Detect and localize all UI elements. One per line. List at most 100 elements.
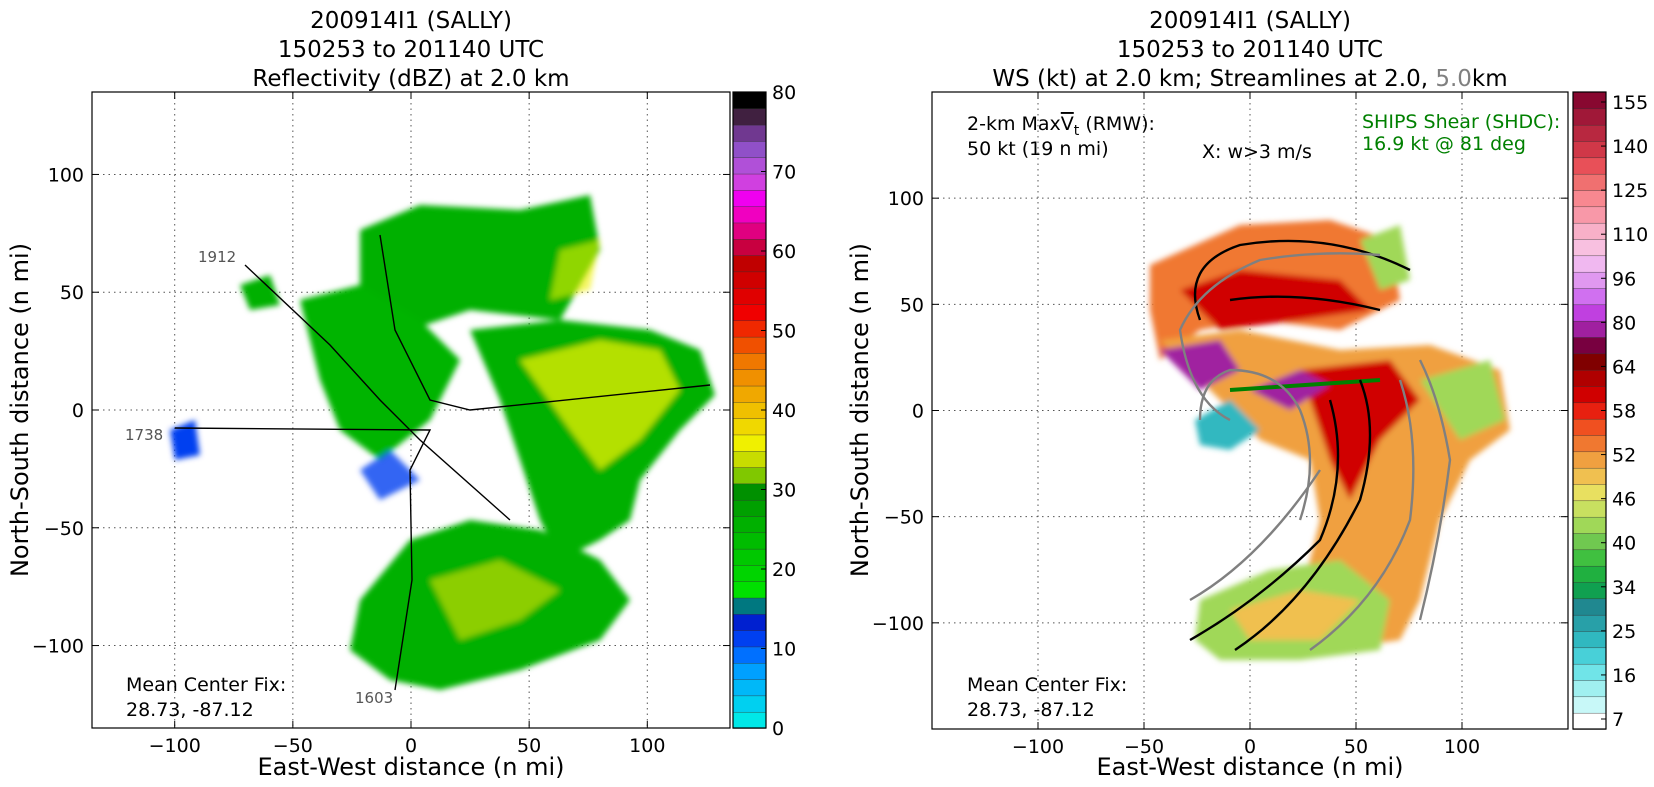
left-xtick-label: 0	[405, 735, 417, 757]
right-colorbar-segment	[1572, 206, 1607, 224]
maxvt-label-sub: t	[1074, 123, 1080, 139]
right-colorbar-segment	[1572, 320, 1607, 338]
right-ticks: −100 −50 0 50 100 −100 −50 0 50 100	[872, 92, 1568, 758]
right-colorbar-segment	[1572, 91, 1607, 110]
right-colorbar-segment	[1572, 189, 1607, 208]
left-ytick-label: −50	[44, 518, 84, 540]
left-colorbar-segment	[732, 254, 767, 273]
right-colorbar-segment	[1572, 712, 1607, 730]
left-colorbar-segment	[732, 271, 767, 289]
right-colorbar-segment	[1572, 271, 1607, 289]
streamlines	[1178, 239, 1452, 651]
left-ticks: −100 −50 0 50 100 −100 −50 0 50 100	[32, 92, 730, 757]
right-colorbar-tick-label: 7	[1612, 709, 1624, 731]
left-colorbar-segment	[732, 662, 767, 680]
left-colorbar-segment	[732, 91, 767, 110]
right-colorbar-tick-label: 64	[1612, 356, 1636, 378]
right-colorbar-tick-label: 34	[1612, 577, 1636, 599]
maxvt-value: 50 kt (19 n mi)	[967, 138, 1109, 160]
right-colorbar-segment	[1572, 630, 1607, 649]
left-colorbar-segment	[732, 336, 767, 354]
right-colorbar-tick-label: 40	[1612, 533, 1636, 555]
left-colorbar-tick-label: 20	[772, 559, 796, 581]
right-colorbar-segment	[1572, 500, 1607, 518]
track-label-1738: 1738	[125, 426, 163, 444]
left-title-line-3: Reflectivity (dBZ) at 2.0 km	[252, 66, 569, 92]
left-colorbar-segment	[732, 287, 767, 305]
right-colorbar-segment	[1572, 385, 1607, 404]
left-colorbar-segment	[732, 466, 767, 485]
right-colorbar-segment	[1572, 255, 1607, 273]
left-ytick-label: 100	[48, 164, 84, 186]
right-ytick-label: 100	[888, 188, 924, 210]
right-plot-area	[932, 92, 1568, 729]
flight-track	[174, 234, 711, 691]
right-title-line-3-prefix: WS (kt) at 2.0 km; Streamlines at 2.0,	[992, 66, 1435, 92]
left-colorbar-segment	[732, 369, 767, 387]
left-colorbar-segment	[732, 108, 767, 126]
right-colorbar-segment	[1572, 679, 1607, 698]
left-ytick-label: −100	[32, 636, 84, 658]
right-colorbar-segment	[1572, 353, 1607, 371]
left-colorbar-segment	[732, 613, 767, 631]
left-colorbar-segment	[732, 189, 767, 207]
left-colorbar-segment	[732, 597, 767, 615]
right-title-line-3-suffix: km	[1472, 66, 1508, 92]
maxvt-label: 2-km MaxVt (RMW):	[967, 113, 1155, 139]
left-title-line-1: 200914I1 (SALLY)	[310, 8, 512, 34]
left-xtick-label: −50	[273, 735, 313, 757]
left-colorbar-segment	[732, 695, 767, 713]
left-colorbar-segment	[732, 238, 767, 256]
track-label-1603: 1603	[355, 689, 393, 707]
left-colorbar-segment	[732, 711, 767, 729]
reflectivity-colorbar: 0 10 20 30 40 50 60 70 80	[732, 82, 796, 740]
right-colorbar-segment	[1572, 451, 1607, 469]
left-xtick-label: 50	[517, 735, 541, 757]
right-colorbar-segment	[1572, 304, 1607, 322]
left-xtick-label: 100	[629, 735, 665, 757]
right-colorbar-segment	[1572, 516, 1607, 534]
maxvt-label-prefix: 2-km Max	[967, 113, 1061, 135]
right-ytick-label: −50	[884, 507, 924, 529]
right-ytick-label: 0	[912, 401, 924, 423]
left-colorbar-segment	[732, 532, 767, 550]
right-colorbar-segment	[1572, 598, 1607, 616]
w-marker-legend: X: w>3 m/s	[1202, 141, 1312, 163]
right-colorbar-segment	[1572, 467, 1607, 485]
left-colorbar-segment	[732, 140, 767, 158]
left-colorbar-segment	[732, 417, 767, 436]
left-colorbar-tick-label: 70	[772, 162, 796, 184]
right-colorbar-tick-label: 25	[1612, 621, 1636, 643]
left-colorbar-tick-label: 50	[772, 321, 796, 343]
left-colorbar-segment	[732, 205, 767, 224]
reflectivity-echo-field	[170, 195, 715, 690]
right-colorbar-tick-label: 58	[1612, 401, 1636, 423]
windspeed-panel: 200914I1 (SALLY) 150253 to 201140 UTC WS…	[846, 8, 1648, 781]
right-colorbar-segment	[1572, 418, 1607, 436]
track-label-1912: 1912	[198, 248, 236, 266]
right-ytick-label: −100	[872, 613, 924, 635]
right-colorbar-segment	[1572, 336, 1607, 355]
left-colorbar-segment	[732, 434, 767, 452]
left-annotation-line-1: Mean Center Fix:	[126, 674, 286, 696]
left-colorbar-segment	[732, 385, 767, 403]
left-ytick-label: 50	[60, 282, 84, 304]
right-colorbar-segment	[1572, 238, 1607, 257]
right-colorbar-segment	[1572, 140, 1607, 159]
left-colorbar-tick-label: 30	[772, 480, 796, 502]
right-colorbar-segment	[1572, 532, 1607, 551]
left-colorbar-tick-label: 60	[772, 241, 796, 263]
left-colorbar-segment	[732, 124, 767, 142]
left-xtick-label: −100	[149, 735, 201, 757]
right-colorbar-segment	[1572, 287, 1607, 306]
right-xtick-label: −50	[1124, 736, 1164, 758]
left-colorbar-tick-label: 80	[772, 82, 796, 104]
right-colorbar-tick-label: 110	[1612, 224, 1648, 246]
shear-label-line-2: 16.9 kt @ 81 deg	[1362, 133, 1526, 155]
shear-label-line-1: SHIPS Shear (SHDC):	[1362, 111, 1560, 133]
right-colorbar-tick-label: 140	[1612, 136, 1648, 158]
right-colorbar-segment	[1572, 696, 1607, 714]
windspeed-colorbar: 7 16 25 34 40 46 52 58 64 80 96 110 125 140 155	[1572, 91, 1648, 731]
right-title-line-3-highlight: 5.0	[1435, 66, 1472, 92]
right-colorbar-tick-label: 155	[1612, 92, 1648, 114]
